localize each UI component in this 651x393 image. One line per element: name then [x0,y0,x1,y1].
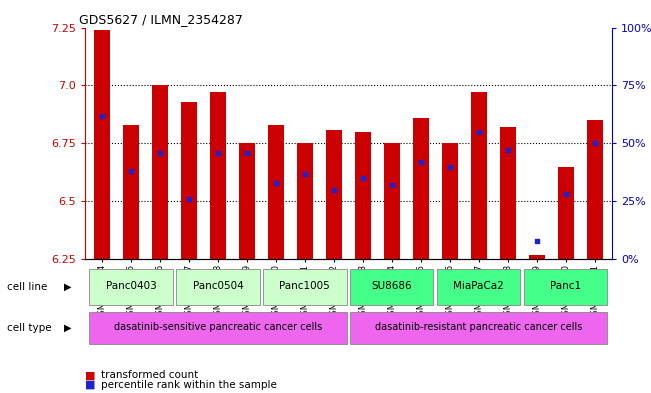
Point [531,238,542,244]
Text: Panc0504: Panc0504 [193,281,243,291]
Bar [94,30,110,259]
Bar [587,120,603,259]
Text: MiaPaCa2: MiaPaCa2 [453,281,504,291]
Point [473,129,484,135]
Bar [210,92,226,259]
Bar [529,255,545,259]
Text: percentile rank within the sample: percentile rank within the sample [101,380,277,390]
Bar [355,132,370,259]
Bar [437,269,520,305]
Bar [176,269,260,305]
Point [299,171,310,177]
Bar [123,125,139,259]
Bar [268,125,284,259]
Text: Panc0403: Panc0403 [105,281,156,291]
Point [271,180,281,186]
Point [184,196,194,202]
Text: SU8686: SU8686 [372,281,412,291]
Point [213,150,223,156]
Bar [326,130,342,259]
Text: dasatinib-sensitive pancreatic cancer cells: dasatinib-sensitive pancreatic cancer ce… [114,322,322,332]
Bar [524,269,607,305]
Text: Panc1005: Panc1005 [279,281,330,291]
Bar [558,167,574,259]
Bar [350,269,434,305]
Point [126,168,136,174]
Point [561,191,571,198]
Bar [442,143,458,259]
Text: ■: ■ [85,380,95,390]
Bar [263,269,346,305]
Bar [413,118,429,259]
Text: cell line: cell line [7,282,47,292]
Point [329,187,339,193]
Bar [152,86,168,259]
Bar [500,127,516,259]
Bar [350,312,607,344]
Text: cell type: cell type [7,323,51,333]
Point [589,140,600,147]
Point [503,147,513,154]
Point [445,163,455,170]
Text: Panc1: Panc1 [550,281,581,291]
Bar [181,102,197,259]
Point [155,150,165,156]
Text: ▶: ▶ [64,282,72,292]
Bar [89,269,173,305]
Text: GDS5627 / ILMN_2354287: GDS5627 / ILMN_2354287 [79,13,243,26]
Point [415,159,426,165]
Point [387,182,397,188]
Bar [471,92,487,259]
Point [97,112,107,119]
Text: transformed count: transformed count [101,370,198,380]
Bar [239,143,255,259]
Point [357,175,368,182]
Point [242,150,252,156]
Text: ■: ■ [85,370,95,380]
Text: dasatinib-resistant pancreatic cancer cells: dasatinib-resistant pancreatic cancer ce… [375,322,583,332]
Bar [384,143,400,259]
Bar [297,143,312,259]
Text: ▶: ▶ [64,323,72,333]
Bar [89,312,346,344]
